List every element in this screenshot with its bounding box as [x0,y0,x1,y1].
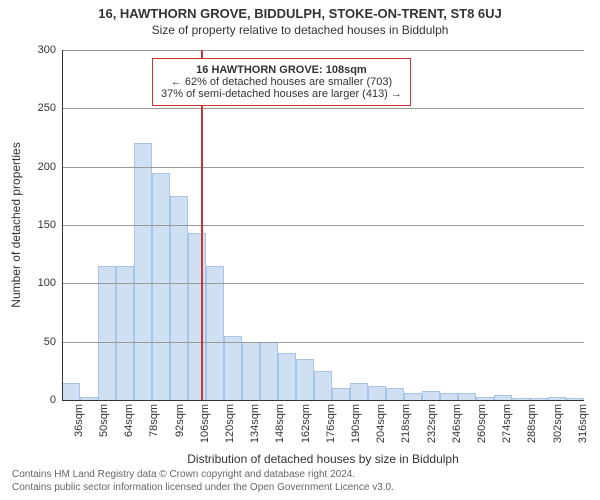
bar [152,173,170,401]
x-tick-label: 50sqm [98,404,110,437]
x-tick-label: 246sqm [451,404,463,443]
bar [404,393,422,400]
footer-line1: Contains HM Land Registry data © Crown c… [12,468,394,481]
footer-line2: Contains public sector information licen… [12,481,394,494]
bar [440,393,458,400]
gridline [62,225,584,226]
x-tick-label: 64sqm [123,404,135,437]
gridline [62,108,584,109]
bar [116,266,134,400]
bar [296,359,314,400]
x-tick-label: 316sqm [577,404,589,443]
x-tick-label: 176sqm [325,404,337,443]
bar [332,388,350,400]
annotation-line3: 37% of semi-detached houses are larger (… [161,88,402,100]
plot-area: 050100150200250300 36sqm50sqm64sqm78sqm9… [62,50,584,400]
y-axis-line [62,50,63,400]
x-tick-label: 162sqm [300,404,312,443]
footer: Contains HM Land Registry data © Crown c… [12,468,394,494]
chart-container: 16, HAWTHORN GROVE, BIDDULPH, STOKE-ON-T… [0,0,600,500]
y-tick-label: 0 [50,394,62,406]
bar [314,371,332,400]
x-tick-label: 232sqm [426,404,438,443]
y-tick-label: 200 [38,161,62,173]
annotation-box: 16 HAWTHORN GROVE: 108sqm ← 62% of detac… [152,58,411,106]
annotation-line1: 16 HAWTHORN GROVE: 108sqm [161,64,402,76]
gridline [62,342,584,343]
x-tick-label: 106sqm [199,404,211,443]
x-tick-label: 190sqm [350,404,362,443]
title-main: 16, HAWTHORN GROVE, BIDDULPH, STOKE-ON-T… [0,0,600,21]
bar [458,393,476,400]
bar [386,388,404,400]
bar [62,383,80,401]
y-tick-label: 300 [38,44,62,56]
y-axis-label: Number of detached properties [9,142,23,307]
x-tick-label: 148sqm [274,404,286,443]
bar [260,342,278,400]
bar [350,383,368,401]
bar [98,266,116,400]
gridline [62,283,584,284]
gridline [62,167,584,168]
bar [224,336,242,400]
bar [368,386,386,400]
x-tick-label: 274sqm [501,404,513,443]
x-axis-line [62,400,584,401]
x-tick-label: 134sqm [249,404,261,443]
x-tick-label: 204sqm [375,404,387,443]
y-tick-label: 150 [38,219,62,231]
annotation-line2: ← 62% of detached houses are smaller (70… [161,76,402,88]
x-tick-label: 92sqm [174,404,186,437]
x-tick-label: 120sqm [224,404,236,443]
x-tick-label: 78sqm [148,404,160,437]
x-axis-label: Distribution of detached houses by size … [187,452,459,466]
bar [278,353,296,400]
x-tick-label: 218sqm [400,404,412,443]
x-tick-label: 36sqm [73,404,85,437]
x-tick-label: 288sqm [526,404,538,443]
bar [170,196,188,400]
bar [206,266,224,400]
x-tick-label: 302sqm [552,404,564,443]
title-sub: Size of property relative to detached ho… [0,21,600,37]
bar [422,391,440,400]
y-tick-label: 50 [44,336,62,348]
x-tick-label: 260sqm [476,404,488,443]
y-tick-label: 100 [38,277,62,289]
bar [134,143,152,400]
y-tick-label: 250 [38,102,62,114]
bar [242,342,260,400]
gridline [62,50,584,51]
